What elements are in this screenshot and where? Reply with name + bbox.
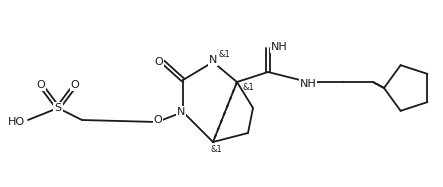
Text: O: O <box>154 115 163 125</box>
Text: NH: NH <box>299 79 316 89</box>
Text: N: N <box>177 107 185 117</box>
Text: O: O <box>70 80 79 90</box>
Text: O: O <box>37 80 45 90</box>
Text: &1: &1 <box>218 50 230 59</box>
Text: NH: NH <box>271 42 288 52</box>
Text: HO: HO <box>8 117 25 127</box>
Text: O: O <box>155 57 163 67</box>
Text: N: N <box>209 55 217 65</box>
Text: &1: &1 <box>242 82 254 91</box>
Text: S: S <box>54 103 62 113</box>
Text: &1: &1 <box>210 145 222 154</box>
